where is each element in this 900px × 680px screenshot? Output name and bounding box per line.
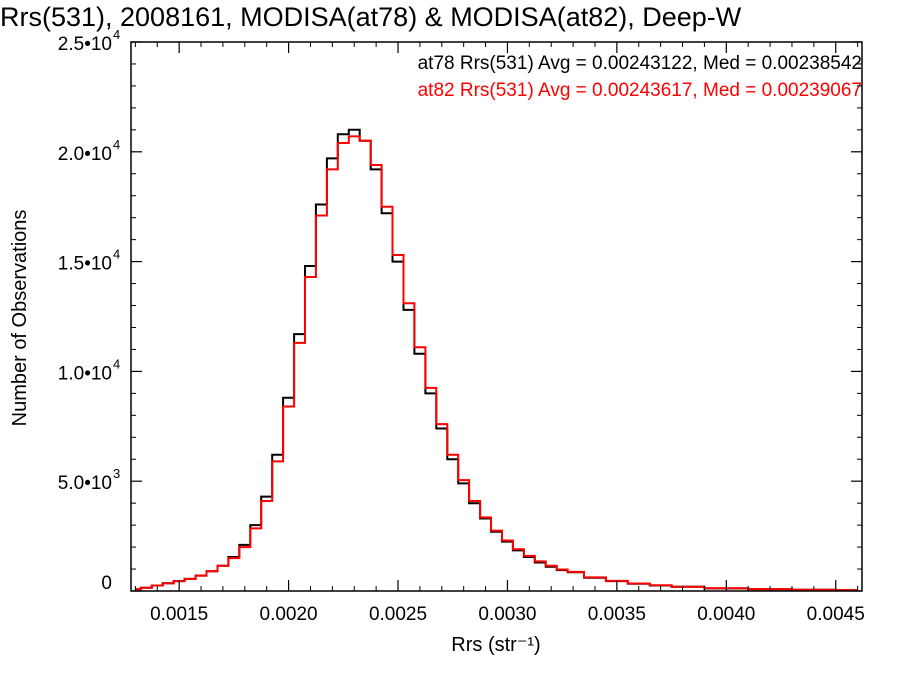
annotation-at82: at82 Rrs(531) Avg = 0.00243617, Med = 0.…: [418, 80, 862, 101]
series-line-1: [135, 135, 858, 592]
x-tick-label: 0.0020: [260, 604, 318, 625]
x-tick-label: 0.0045: [807, 604, 865, 625]
y-tick-exponent: 4: [113, 27, 120, 42]
x-tick-label: 0.0025: [369, 604, 427, 625]
x-tick-label: 0.0030: [478, 604, 536, 625]
series-layer: [135, 128, 858, 592]
y-tick-label: 0: [101, 573, 112, 594]
x-tick-label: 0.0015: [150, 604, 208, 625]
chart-title: Rrs(531), 2008161, MODISA(at78) & MODISA…: [0, 2, 742, 32]
plot-frame: [130, 41, 863, 592]
y-tick-label: 2.0•10: [58, 144, 112, 165]
y-tick-label: 2.5•10: [58, 34, 112, 55]
y-tick-exponent: 4: [113, 247, 120, 262]
annotation-at78: at78 Rrs(531) Avg = 0.00243122, Med = 0.…: [418, 53, 862, 74]
series-line-0: [135, 128, 858, 592]
ticks-layer: 0.0015 0.0020 0.0025 0.0030 0.0035 0.0040 0.00…: [58, 27, 865, 625]
y-tick-exponent: 4: [113, 137, 120, 152]
y-tick-exponent: 4: [113, 356, 120, 371]
y-tick-label: 1.0•10: [58, 363, 112, 384]
y-tick-label: 5.0•10: [58, 473, 112, 494]
x-tick-label: 0.0035: [588, 604, 646, 625]
x-tick-label: 0.0040: [697, 604, 755, 625]
y-axis-label: Number of Observations: [9, 210, 31, 427]
x-axis-label: Rrs (str⁻¹): [451, 634, 540, 656]
y-tick-label: 1.5•10: [58, 254, 112, 275]
y-tick-exponent: 3: [113, 466, 120, 481]
